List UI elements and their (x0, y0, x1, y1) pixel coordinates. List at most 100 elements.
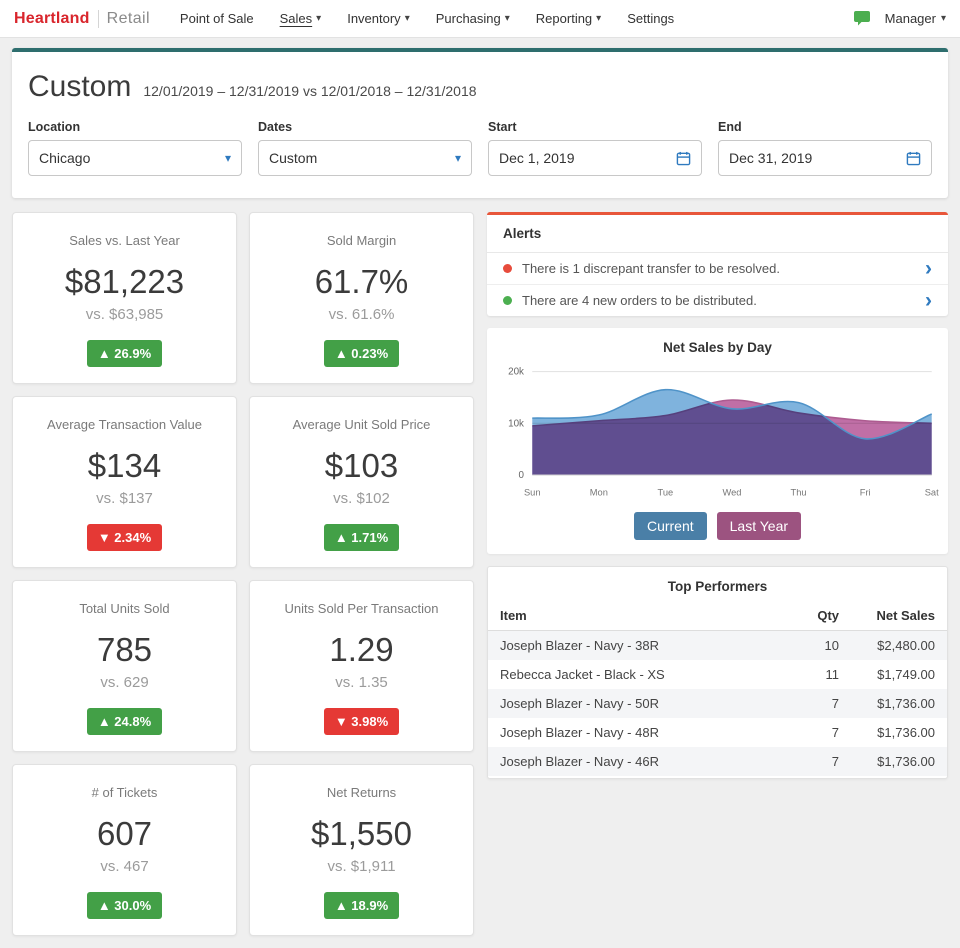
cell-item: Joseph Blazer - Navy - 46R (500, 754, 659, 770)
calendar-icon (676, 151, 691, 166)
alert-row-new-orders[interactable]: There are 4 new orders to be distributed… (487, 284, 948, 316)
start-date-input[interactable]: Dec 1, 2019 (488, 140, 702, 176)
metric-value: $134 (87, 447, 162, 484)
metric-card-sold-margin: Sold Margin 61.7% vs. 61.6% ▲ 0.23% (249, 212, 474, 384)
nav-item-inventory[interactable]: Inventory ▾ (347, 11, 410, 26)
metric-value: $1,550 (311, 815, 412, 852)
table-row: Joseph Blazer - Navy - 46R 7 $1,736.00 (488, 747, 947, 777)
net-sales-chart: 0 10k 20k Sun Mon Tue Wed Thu Fri Sat (495, 355, 940, 508)
alert-dot (503, 296, 512, 305)
metric-label: Units Sold Per Transaction (284, 601, 439, 616)
alerts-panel: Alerts There is 1 discrepant transfer to… (487, 212, 948, 316)
legend-last-year-button[interactable]: Last Year (716, 512, 802, 541)
top-performers-table: Item Qty Net Sales Joseph Blazer - Navy … (488, 603, 947, 777)
alert-text: There is 1 discrepant transfer to be res… (522, 261, 780, 276)
metric-compare: vs. 61.6% (328, 306, 395, 323)
start-date-value: Dec 1, 2019 (499, 150, 575, 166)
chart-legend: Current Last Year (495, 512, 940, 541)
delta-badge: ▲ 18.9% (323, 892, 400, 919)
caret-down-icon: ▾ (596, 12, 602, 24)
filter-label-location: Location (28, 120, 81, 134)
dates-select-value: Custom (269, 150, 318, 166)
metric-card-average-unit-sold-price: Average Unit Sold Price $103 vs. $102 ▲ … (249, 396, 474, 568)
top-performers-title: Top Performers (667, 579, 768, 595)
end-date-value: Dec 31, 2019 (729, 150, 813, 166)
cell-qty: 7 (831, 725, 839, 741)
metrics-grid: Sales vs. Last Year $81,223 vs. $63,985 … (12, 212, 474, 936)
metric-compare: vs. $63,985 (85, 306, 164, 323)
cell-qty: 11 (825, 667, 840, 683)
metric-card-units-sold-per-transaction: Units Sold Per Transaction 1.29 vs. 1.35… (249, 580, 474, 752)
alert-dot (503, 264, 512, 273)
delta-badge: ▲ 26.9% (86, 340, 163, 367)
alert-text: There are 4 new orders to be distributed… (522, 293, 757, 308)
title-row: Custom 12/01/2019 – 12/31/2019 vs 12/01/… (28, 70, 932, 104)
end-date-input[interactable]: Dec 31, 2019 (718, 140, 932, 176)
delta-badge: ▲ 24.8% (86, 708, 163, 735)
delta-badge: ▲ 30.0% (86, 892, 163, 919)
metric-card-total-units-sold: Total Units Sold 785 vs. 629 ▲ 24.8% (12, 580, 237, 752)
nav-item-settings[interactable]: Settings (627, 11, 675, 26)
metric-label: Average Transaction Value (47, 417, 202, 432)
alert-row-discrepant-transfer[interactable]: There is 1 discrepant transfer to be res… (487, 253, 948, 284)
metric-compare: vs. $102 (333, 490, 390, 507)
nav-item-reporting[interactable]: Reporting ▾ (535, 11, 602, 26)
top-nav: Heartland Retail Point of Sale Sales ▾ In… (0, 0, 960, 38)
metric-label: Net Returns (326, 785, 397, 800)
filter-end: End Dec 31, 2019 (718, 120, 932, 176)
svg-text:Sun: Sun (524, 488, 541, 498)
metric-card-average-transaction-value: Average Transaction Value $134 vs. $137 … (12, 396, 237, 568)
chevron-right-icon: › (925, 288, 932, 312)
calendar-icon (906, 151, 921, 166)
svg-text:Thu: Thu (791, 488, 807, 498)
table-row: Joseph Blazer - Navy - 48R 7 $1,736.00 (488, 718, 947, 747)
metric-compare: vs. 467 (100, 858, 149, 875)
user-menu[interactable]: Manager ▾ (884, 11, 946, 26)
delta-badge: ▲ 0.23% (323, 340, 400, 367)
filters-row: Location Chicago ▾ Dates Custom ▾ Start (28, 120, 932, 176)
metric-value: $81,223 (64, 263, 185, 300)
main-nav: Point of Sale Sales ▾ Inventory ▾ Purchasi… (180, 11, 674, 26)
column-header-item: Item (488, 603, 799, 632)
cell-net-sales: $1,736.00 (877, 754, 935, 770)
chevron-right-icon: › (925, 256, 932, 280)
legend-current-button[interactable]: Current (633, 512, 707, 541)
chat-icon[interactable] (853, 10, 871, 27)
metric-compare: vs. $137 (96, 490, 153, 507)
cell-net-sales: $1,749.00 (877, 667, 935, 683)
cell-item: Rebecca Jacket - Black - XS (500, 667, 665, 683)
cell-item: Joseph Blazer - Navy - 50R (500, 696, 659, 712)
page-title: Custom (28, 70, 132, 103)
svg-text:Wed: Wed (723, 488, 742, 498)
caret-down-icon: ▾ (404, 12, 410, 24)
report-header-card: Custom 12/01/2019 – 12/31/2019 vs 12/01/… (12, 48, 948, 198)
filter-dates: Dates Custom ▾ (258, 120, 472, 176)
cell-item: Joseph Blazer - Navy - 38R (500, 638, 659, 654)
right-column: Alerts There is 1 discrepant transfer to… (487, 212, 948, 780)
location-select[interactable]: Chicago ▾ (28, 140, 242, 176)
chart-title: Net Sales by Day (663, 340, 772, 355)
nav-item-sales[interactable]: Sales ▾ (279, 11, 322, 26)
table-row: Joseph Blazer - Navy - 38R 10 $2,480.00 (488, 630, 947, 661)
metric-label: Sales vs. Last Year (69, 233, 180, 248)
dates-select[interactable]: Custom ▾ (258, 140, 472, 176)
brand-logo[interactable]: Heartland Retail (14, 9, 150, 28)
metric-value: 61.7% (314, 263, 409, 300)
caret-down-icon: ▾ (224, 151, 231, 165)
table-row: Joseph Blazer - Navy - 50R 7 $1,736.00 (488, 689, 947, 719)
content: Custom 12/01/2019 – 12/31/2019 vs 12/01/… (0, 38, 960, 946)
svg-text:0: 0 (519, 470, 525, 481)
nav-item-purchasing[interactable]: Purchasing ▾ (435, 11, 510, 26)
caret-down-icon: ▾ (940, 12, 946, 24)
metric-label: # of Tickets (91, 785, 158, 800)
nav-item-point-of-sale[interactable]: Point of Sale (179, 11, 254, 26)
filter-label-end: End (718, 120, 742, 134)
metric-label: Sold Margin (326, 233, 397, 248)
brand-divider (97, 9, 99, 28)
alerts-title: Alerts (487, 215, 948, 253)
delta-badge: ▼ 2.34% (86, 524, 163, 551)
metric-compare: vs. $1,911 (327, 858, 396, 875)
metric-compare: vs. 629 (100, 674, 149, 691)
svg-text:Fri: Fri (860, 488, 871, 498)
location-select-value: Chicago (39, 150, 91, 166)
